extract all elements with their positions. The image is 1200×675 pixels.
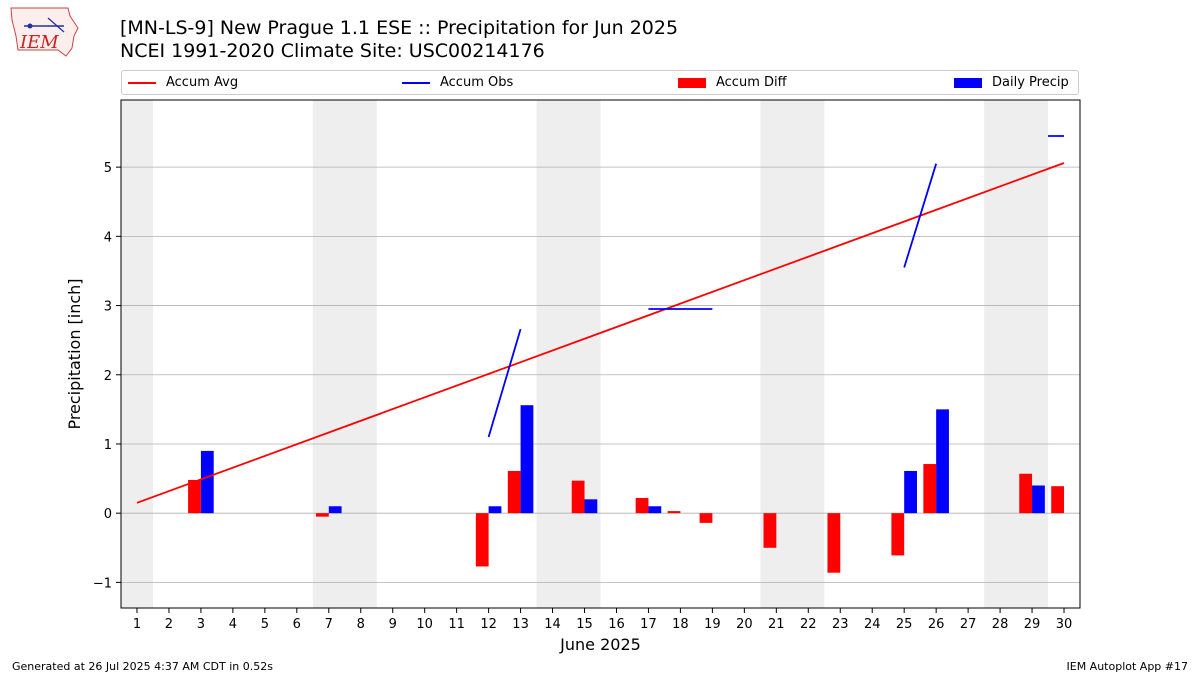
y-tick-label: −1 — [93, 576, 112, 591]
accum-diff-bar — [571, 480, 585, 514]
y-axis-label: Precipitation [inch] — [65, 278, 84, 429]
x-tick-label: 9 — [389, 617, 397, 632]
x-tick-label: 1 — [133, 617, 141, 632]
accum-diff-bar — [507, 470, 521, 514]
accum-diff-bar — [667, 511, 681, 514]
accum-avg-line — [136, 162, 1065, 504]
daily-precip-bar — [200, 450, 214, 514]
chart-title: [MN-LS-9] New Prague 1.1 ESE :: Precipit… — [120, 17, 679, 39]
x-tick-label: 30 — [1056, 617, 1073, 632]
legend-swatch — [678, 77, 706, 88]
accum-diff-bar — [763, 513, 777, 548]
plot-frame — [120, 99, 1081, 609]
x-tick-label: 27 — [960, 617, 977, 632]
x-tick-label: 21 — [768, 617, 785, 632]
app-credit: IEM Autoplot App #17 — [1066, 660, 1189, 673]
weekend-band — [536, 100, 601, 608]
daily-precip-bar — [904, 470, 917, 514]
iem-logo: IEM — [10, 7, 79, 57]
x-tick-label: 23 — [832, 617, 849, 632]
accum-obs-line — [487, 328, 522, 438]
x-tick-label: 8 — [357, 617, 365, 632]
accum-obs-line — [903, 163, 938, 268]
x-tick-label: 12 — [480, 617, 497, 632]
x-tick-label: 13 — [512, 617, 529, 632]
legend-label: Daily Precip — [992, 75, 1069, 90]
x-tick-label: 29 — [1024, 617, 1041, 632]
daily-precip-bar — [584, 499, 598, 514]
weekend-band — [984, 100, 1049, 608]
daily-precip-bar — [648, 506, 662, 514]
legend-swatch — [954, 77, 982, 88]
legend-swatch — [402, 81, 430, 84]
accum-diff-bar — [699, 513, 713, 523]
accum-diff-bar — [475, 513, 489, 567]
y-tick-label: 5 — [104, 161, 112, 176]
accum-diff-bar — [827, 513, 841, 573]
y-tick-label: 2 — [104, 369, 112, 384]
x-tick-label: 11 — [448, 617, 465, 632]
legend-item-accum-avg: Accum Avg — [128, 71, 238, 94]
accum-diff-bar — [1019, 473, 1033, 514]
x-tick-label: 22 — [800, 617, 817, 632]
x-tick-label: 2 — [165, 617, 173, 632]
legend-label: Accum Avg — [166, 75, 239, 90]
y-tick-label: 3 — [104, 300, 112, 315]
x-tick-label: 3 — [197, 617, 205, 632]
x-tick-label: 20 — [736, 617, 753, 632]
daily-precip-bar — [520, 405, 534, 514]
x-axis-label: June 2025 — [559, 635, 641, 654]
x-tick-label: 15 — [576, 617, 593, 632]
chart-subtitle: NCEI 1991-2020 Climate Site: USC00214176 — [120, 40, 545, 62]
logo-text: IEM — [19, 32, 59, 53]
weekend-band — [312, 100, 377, 608]
accum-diff-bar — [923, 464, 937, 514]
x-tick-label: 24 — [864, 617, 881, 632]
generated-note: Generated at 26 Jul 2025 4:37 AM CDT in … — [12, 660, 273, 673]
legend-item-daily-precip: Daily Precip — [954, 71, 1069, 94]
x-tick-label: 10 — [416, 617, 433, 632]
y-tick-label: 0 — [104, 507, 112, 522]
daily-precip-bar — [1032, 485, 1045, 514]
x-tick-label: 26 — [928, 617, 945, 632]
weekend-band — [121, 100, 153, 608]
x-tick-label: 16 — [608, 617, 625, 632]
x-tick-label: 19 — [704, 617, 721, 632]
legend-label: Accum Diff — [716, 75, 787, 90]
legend-item-accum-obs: Accum Obs — [402, 71, 513, 94]
x-tick-label: 6 — [293, 617, 301, 632]
daily-precip-bar — [936, 409, 949, 514]
y-tick-label: 1 — [104, 438, 112, 453]
accum-diff-bar — [1051, 486, 1065, 514]
daily-precip-bar — [328, 506, 342, 514]
x-tick-label: 28 — [992, 617, 1009, 632]
accum-diff-bar — [188, 479, 201, 514]
x-tick-label: 5 — [261, 617, 269, 632]
legend: Accum Avg Accum Obs Accum Diff Daily Precip — [121, 70, 1079, 95]
accum-diff-bar — [891, 513, 905, 556]
x-tick-label: 17 — [640, 617, 657, 632]
legend-label: Accum Obs — [440, 75, 514, 90]
legend-swatch — [128, 81, 156, 84]
x-tick-label: 4 — [229, 617, 237, 632]
x-tick-label: 7 — [325, 617, 333, 632]
daily-precip-bar — [488, 506, 502, 514]
accum-diff-bar — [635, 497, 649, 514]
y-tick-label: 4 — [104, 230, 112, 245]
legend-item-accum-diff: Accum Diff — [678, 71, 787, 94]
x-tick-label: 14 — [544, 617, 561, 632]
accum-diff-bar — [315, 513, 329, 517]
x-tick-label: 18 — [672, 617, 689, 632]
x-tick-label: 25 — [896, 617, 913, 632]
